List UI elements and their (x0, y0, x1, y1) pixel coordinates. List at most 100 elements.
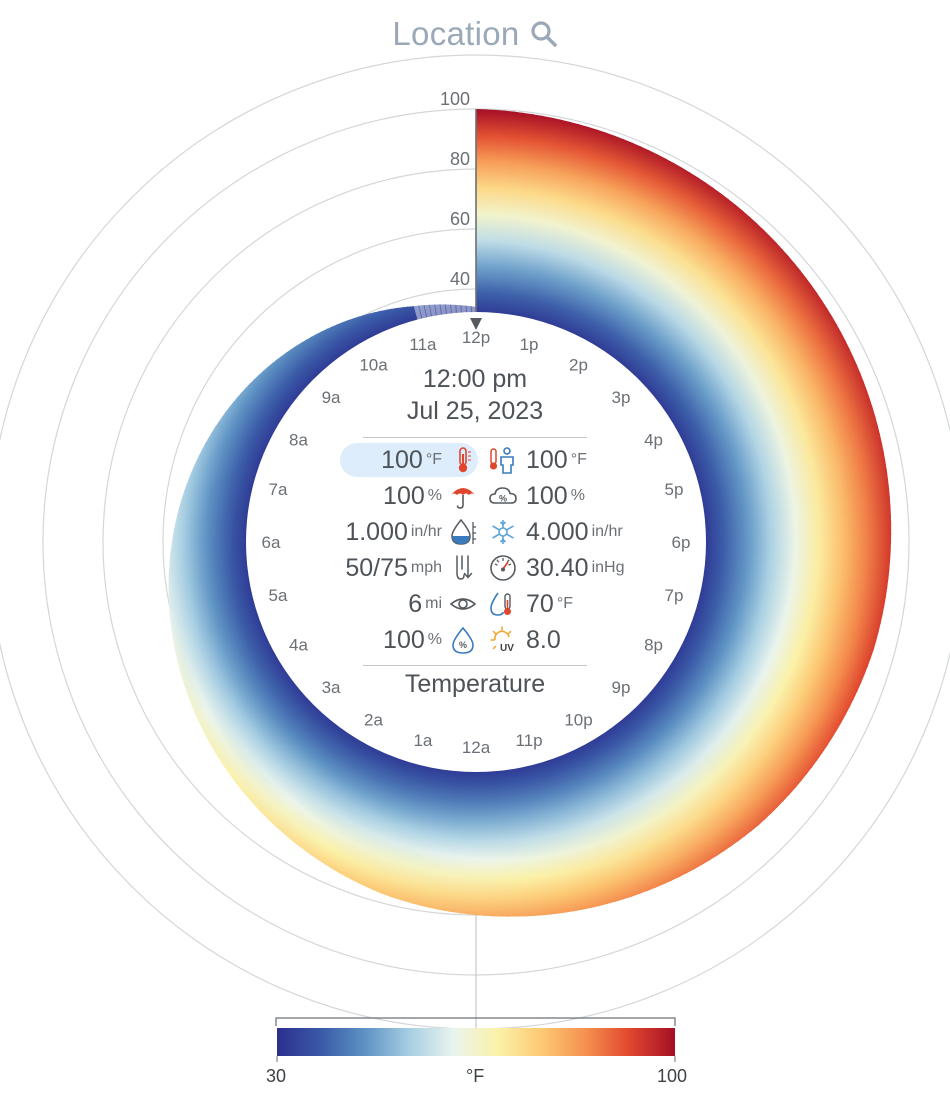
hour-label: 9p (611, 678, 630, 697)
spiral-segment (611, 204, 744, 369)
temperature-wedge (693, 585, 881, 633)
hour-label: 9a (322, 388, 341, 407)
spiral-segment (200, 665, 294, 733)
temperature-wedge (614, 712, 732, 853)
spiral-segment (538, 129, 607, 330)
metric-feels-like[interactable]: 100 °F (488, 443, 648, 477)
temperature-wedge (203, 669, 297, 739)
metric-dewpoint[interactable]: 70 °F (488, 587, 648, 621)
temperature-wedge (442, 764, 462, 912)
temperature-wedge (182, 489, 257, 509)
temperature-wedge (466, 764, 476, 915)
spiral-segment (281, 351, 319, 388)
metric-snow-rate[interactable]: 4.000 in/hr (488, 515, 648, 549)
spiral-segment (292, 732, 365, 847)
spiral-segment (697, 496, 891, 524)
temperature-wedge (418, 762, 447, 908)
temperature-wedge (174, 617, 269, 659)
metric-visibility[interactable]: 6 mi (320, 587, 478, 621)
spiral-segment (569, 742, 648, 895)
current-time-marker (470, 318, 482, 330)
spiral-segment (317, 741, 382, 865)
spiral-segment (586, 732, 680, 882)
temperature-wedge (474, 764, 485, 916)
temperature-wedge (280, 726, 357, 838)
wind-icon (456, 555, 473, 580)
spiral-segment (169, 589, 260, 617)
temperature-wedge (560, 746, 632, 900)
temperature-wedge (587, 172, 699, 352)
eye-icon (449, 598, 477, 610)
temperature-wedge (298, 734, 369, 852)
metric-wind[interactable]: 50/75 mph (320, 551, 478, 585)
hour-label: 2p (569, 355, 588, 374)
spiral-segment (509, 761, 542, 917)
temperature-wedge (211, 426, 273, 457)
spiral-segment (395, 759, 433, 902)
spiral-segment (698, 532, 892, 544)
spiral-segment (351, 751, 405, 884)
temperature-wedge (168, 560, 255, 576)
temperature-wedge (633, 696, 766, 826)
current-time: 12:00 pm (422, 365, 528, 393)
center-panel: 12:00 pm Jul 25, 2023 100 °F 100 °F 100 … (300, 365, 650, 710)
spiral-segment (172, 608, 265, 645)
temperature-wedge (434, 763, 457, 911)
temperature-wedge (658, 299, 828, 419)
spiral-segment (611, 715, 725, 857)
metric-cloud-cover[interactable]: % 100 % (488, 479, 648, 513)
spiral-segment (178, 626, 272, 673)
temperature-wedge (625, 703, 753, 837)
temperature-wedge (200, 665, 294, 733)
search-icon[interactable] (530, 20, 558, 48)
temperature-wedge (317, 741, 382, 865)
temperature-wedge (222, 410, 279, 444)
temperature-wedge (646, 681, 790, 802)
location-title[interactable]: Location (392, 15, 520, 52)
spiral-segment (639, 689, 778, 815)
temperature-wedge (505, 114, 544, 322)
metric-pressure[interactable]: 30.40 inHg (488, 551, 648, 585)
spiral-segment (254, 374, 300, 411)
metric-humidity[interactable]: 100 % % (320, 623, 478, 657)
temperature-wedge (574, 158, 675, 345)
temperature-wedge (543, 132, 616, 332)
temperature-wedge (611, 204, 744, 369)
spiral-segment (658, 299, 828, 419)
temperature-wedge (649, 277, 813, 407)
spiral-segment (184, 483, 258, 504)
spiral-segment (186, 477, 259, 499)
temperature-wedge (697, 496, 891, 524)
spiral-segment (688, 604, 872, 668)
hour-label: 6p (672, 533, 691, 552)
spiral-segment (689, 599, 874, 659)
spiral-segment (643, 262, 802, 400)
temperature-wedge (311, 739, 378, 861)
metric-value: 4.000 (526, 517, 589, 546)
metric-temperature[interactable]: 100 °F (340, 443, 478, 477)
temperature-wedge (169, 594, 261, 624)
spiral-segment (646, 270, 807, 404)
temperature-wedge (403, 760, 438, 904)
metric-rain-rate[interactable]: 1.000 in/hr (320, 515, 478, 549)
temperature-wedge (595, 727, 695, 874)
temperature-wedge (191, 652, 286, 713)
temperature-wedge (679, 627, 854, 709)
spiral-segment (173, 612, 267, 652)
spiral-segment (208, 431, 271, 462)
metric-uv-index[interactable]: UV 8.0 (488, 623, 648, 657)
metric-unit: °F (570, 451, 587, 468)
cloud-cover-icon: % (489, 487, 517, 504)
metric-precip-probability[interactable]: 100 % (320, 479, 478, 513)
spiral-segment (280, 726, 357, 838)
temperature-wedge (324, 743, 387, 869)
spiral-segment (180, 495, 256, 513)
svg-text:%: % (459, 640, 467, 650)
spiral-segment (555, 748, 624, 903)
spiral-segment (168, 565, 255, 583)
temperature-wedge (286, 729, 361, 843)
spiral-segment (176, 621, 270, 666)
metric-unit: in/hr (410, 523, 442, 540)
spiral-segment (230, 695, 319, 783)
variable-label[interactable]: Temperature (404, 670, 546, 698)
